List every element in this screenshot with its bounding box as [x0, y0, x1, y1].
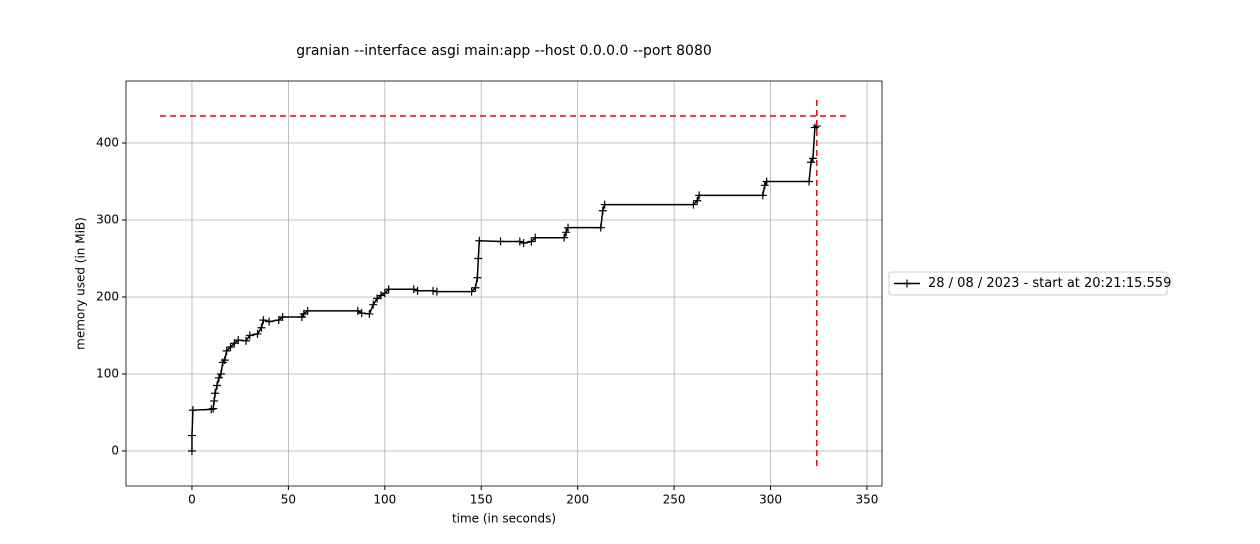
point-marker: [210, 396, 219, 405]
legend-label: 28 / 08 / 2023 - start at 20:21:15.559: [928, 276, 1171, 291]
x-axis-label: time (in seconds): [452, 512, 556, 526]
x-tick-label: 100: [373, 493, 396, 507]
data-line: [191, 125, 818, 451]
point-marker: [303, 306, 312, 315]
point-marker: [762, 177, 771, 186]
x-tick-label: 50: [281, 493, 296, 507]
point-marker: [758, 191, 767, 200]
point-marker: [473, 273, 482, 282]
point-marker: [810, 123, 819, 132]
point-marker: [808, 154, 817, 163]
point-marker: [596, 223, 605, 232]
y-tick-label: 200: [96, 289, 119, 303]
y-tick-label: 0: [111, 443, 119, 457]
point-marker: [384, 285, 393, 294]
point-marker: [562, 228, 571, 237]
point-marker: [519, 239, 528, 248]
point-marker: [214, 373, 223, 382]
point-marker: [241, 336, 250, 345]
point-marker: [365, 309, 374, 318]
x-tick-label: 150: [470, 493, 493, 507]
point-marker: [187, 446, 196, 455]
point-marker: [805, 177, 814, 186]
point-marker: [531, 233, 540, 242]
point-marker: [188, 406, 197, 415]
point-marker: [600, 200, 609, 209]
point-marker: [226, 343, 235, 352]
point-marker: [211, 389, 220, 398]
point-marker: [471, 283, 480, 292]
x-tick-label: 300: [759, 493, 782, 507]
point-marker: [253, 329, 262, 338]
point-marker: [187, 431, 196, 440]
plot-frame: [125, 80, 883, 487]
point-marker: [216, 369, 225, 378]
point-marker: [598, 206, 607, 215]
legend-marker: [903, 279, 911, 288]
y-axis-label: memory used (in MiB): [74, 217, 88, 350]
point-marker: [357, 309, 366, 318]
point-marker: [560, 233, 569, 242]
point-marker: [380, 289, 389, 298]
legend-box: [888, 271, 1168, 296]
point-marker: [564, 223, 573, 232]
y-tick-label: 300: [96, 212, 119, 226]
point-marker: [413, 286, 422, 295]
point-marker: [515, 237, 524, 246]
point-marker: [259, 316, 268, 325]
point-marker: [496, 237, 505, 246]
point-marker: [693, 196, 702, 205]
point-marker: [432, 287, 441, 296]
point-marker: [213, 381, 222, 390]
point-marker: [760, 181, 769, 190]
point-marker: [209, 404, 218, 413]
point-marker: [234, 336, 243, 345]
point-marker: [474, 254, 483, 263]
point-marker: [409, 285, 418, 294]
chart-title: granian --interface asgi main:app --host…: [296, 43, 712, 59]
point-marker: [222, 346, 231, 355]
point-marker: [475, 236, 484, 245]
point-marker: [278, 312, 287, 321]
y-tick-label: 100: [96, 366, 119, 380]
point-marker: [695, 191, 704, 200]
x-tick-label: 0: [188, 493, 196, 507]
point-marker: [245, 331, 254, 340]
point-marker: [265, 317, 274, 326]
point-marker: [467, 287, 476, 296]
point-marker: [220, 356, 229, 365]
x-tick-label: 200: [566, 493, 589, 507]
point-marker: [207, 405, 216, 414]
point-marker: [527, 237, 536, 246]
point-marker: [257, 323, 266, 332]
point-marker: [807, 158, 816, 167]
point-marker: [429, 286, 438, 295]
point-marker: [369, 300, 378, 309]
y-tick-label: 400: [96, 135, 119, 149]
x-tick-label: 250: [663, 493, 686, 507]
point-marker: [689, 200, 698, 209]
x-tick-label: 350: [856, 493, 879, 507]
